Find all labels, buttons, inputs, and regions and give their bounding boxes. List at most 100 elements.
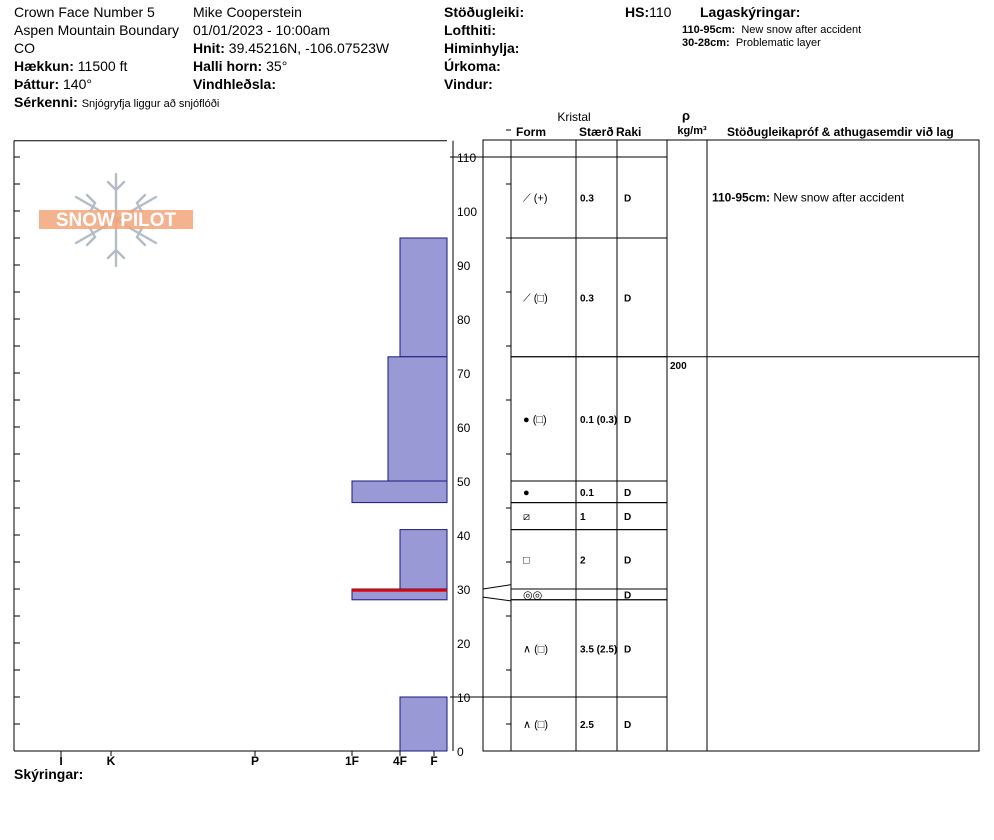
grain-size: 1 bbox=[580, 512, 586, 523]
hardness-bar bbox=[399, 237, 448, 358]
weak-layer-connector bbox=[482, 596, 512, 602]
hardness-tick-label: K bbox=[107, 754, 116, 768]
air-temp-label: Lofthiti: bbox=[444, 22, 497, 38]
height-tick-label: 0 bbox=[457, 745, 464, 759]
hardness-tick-label: 1F bbox=[345, 754, 359, 768]
features-value: Snjógryfja liggur að snjóflóði bbox=[81, 98, 220, 110]
density-value: 200 bbox=[670, 361, 687, 372]
height-tick-label: 20 bbox=[457, 637, 471, 651]
logo-text: SNOW PILOT bbox=[56, 210, 177, 231]
wind-loading-label: Vindhleðsla: bbox=[193, 76, 276, 92]
coords-label: Hnit: bbox=[193, 40, 225, 56]
moisture: D bbox=[624, 512, 631, 523]
aspect-label: Þáttur: bbox=[14, 76, 60, 92]
comments-header: Stöðugleikapróf & athugasemdir við lag bbox=[727, 125, 954, 139]
features-row: Sérkenni: Snjógryfja liggur að snjóflóði bbox=[14, 93, 219, 113]
aspect-row: Þáttur: 140° bbox=[14, 75, 92, 93]
moisture: D bbox=[624, 555, 631, 566]
height-tick-label: 10 bbox=[457, 691, 471, 705]
profile-table: 0 10 20 30 40 50 60 70 80 90 100 110 Kristal Form Stær… bbox=[450, 108, 980, 759]
moisture: D bbox=[624, 415, 631, 426]
moisture: D bbox=[624, 194, 631, 205]
grain-form: ● (□) bbox=[523, 414, 547, 426]
moisture: D bbox=[624, 590, 631, 601]
grain-size: 0.3 bbox=[580, 194, 594, 205]
hardness-bar bbox=[387, 356, 448, 482]
table-frame bbox=[482, 139, 980, 752]
hs-value: 110 bbox=[649, 4, 672, 20]
aspect-value: 140° bbox=[63, 76, 92, 92]
height-tick-label: 110 bbox=[457, 151, 476, 165]
hardness-bar bbox=[351, 480, 448, 504]
layer-comment: 110-95cm: New snow after accident bbox=[712, 191, 905, 205]
grain-form: ⧄ bbox=[523, 511, 530, 523]
height-tick-label: 60 bbox=[457, 421, 471, 435]
snowpilot-logo: SNOW PILOT bbox=[39, 172, 193, 268]
grain-size: 2 bbox=[580, 555, 586, 566]
grain-size: 2.5 bbox=[580, 720, 594, 731]
grain-form: ⟋ (+) bbox=[523, 193, 548, 205]
weak-layer-connector bbox=[482, 584, 512, 590]
moisture: D bbox=[624, 644, 631, 655]
grain-form: ∧ (□) bbox=[523, 719, 548, 731]
area-name: Aspen Mountain Boundary bbox=[14, 22, 179, 38]
height-tick-label: 30 bbox=[457, 583, 471, 597]
location-name: Crown Face Number 5 bbox=[14, 4, 155, 20]
grain-size: 3.5 (2.5) bbox=[580, 644, 617, 655]
hardness-plot: I K P 1F 4F F bbox=[13, 140, 448, 768]
hardness-bar bbox=[399, 696, 448, 752]
hs-label: HS: bbox=[625, 4, 650, 20]
precip-label: Úrkoma: bbox=[444, 58, 501, 74]
density-unit: kg/m³ bbox=[677, 125, 707, 137]
elevation-value: 11500 ft bbox=[77, 58, 128, 74]
hs-row: HS:110 bbox=[625, 3, 671, 21]
notes-label: Skýringar: bbox=[14, 766, 84, 782]
crystal-header: Kristal bbox=[557, 110, 590, 124]
layer-note-1: 110-95cm: New snow after accident bbox=[682, 24, 862, 36]
grain-form: □ bbox=[523, 554, 530, 566]
height-tick-label: 40 bbox=[457, 529, 471, 543]
size-header: Stærð bbox=[579, 125, 614, 139]
stability-label: Stöðugleiki: bbox=[444, 4, 525, 20]
grain-form: ● bbox=[523, 487, 530, 499]
height-tick-label: 90 bbox=[457, 259, 471, 273]
height-tick-label: 100 bbox=[457, 205, 477, 219]
height-tick-label: 50 bbox=[457, 475, 471, 489]
observer: Mike Cooperstein bbox=[193, 4, 302, 20]
grain-form: ∧ (□) bbox=[523, 643, 548, 655]
observation-datetime: 01/01/2023 - 10:00am bbox=[193, 22, 330, 38]
slope-label: Halli horn: bbox=[193, 58, 263, 74]
height-tick-label: 80 bbox=[457, 313, 471, 327]
moisture: D bbox=[624, 293, 631, 304]
hardness-tick-label: I bbox=[59, 754, 62, 768]
elevation-row: Hækkun: 11500 ft bbox=[14, 57, 127, 75]
hardness-bar bbox=[399, 529, 448, 590]
wind-loading-row: Vindhleðsla: bbox=[193, 75, 276, 93]
comment-range: 110-95cm: bbox=[712, 191, 773, 205]
form-header: Form bbox=[516, 125, 546, 139]
weak-layer-marker bbox=[352, 589, 447, 592]
grain-size: 0.1 bbox=[580, 488, 594, 499]
layer-notes-label: Lagaskýringar: bbox=[700, 4, 801, 20]
features-label: Sérkenni: bbox=[14, 94, 78, 110]
coords-row: Hnit: 39.45216N, -106.07523W bbox=[193, 39, 389, 57]
grain-form: ◎◎ bbox=[523, 589, 542, 601]
density-header: ρ bbox=[682, 108, 690, 123]
moisture-header: Raki bbox=[616, 125, 641, 139]
grain-size: 0.3 bbox=[580, 293, 594, 304]
hardness-tick-label: P bbox=[251, 754, 259, 768]
slope-value: 35° bbox=[266, 58, 288, 74]
hardness-tick-label: F bbox=[430, 754, 437, 768]
grain-form: ⟋ (□) bbox=[523, 292, 548, 304]
slope-row: Halli horn: 35° bbox=[193, 57, 287, 75]
sky-cover-label: Himinhylja: bbox=[444, 40, 520, 56]
moisture: D bbox=[624, 488, 631, 499]
layer-note-2: 30-28cm: Problematic layer bbox=[682, 37, 821, 49]
coords-value: 39.45216N, -106.07523W bbox=[228, 40, 390, 56]
state: CO bbox=[14, 40, 35, 56]
hardness-tick-label: 4F bbox=[393, 754, 407, 768]
grain-size: 0.1 (0.3) bbox=[580, 415, 617, 426]
wind-label: Vindur: bbox=[444, 76, 493, 92]
comment-text: New snow after accident bbox=[773, 191, 904, 205]
